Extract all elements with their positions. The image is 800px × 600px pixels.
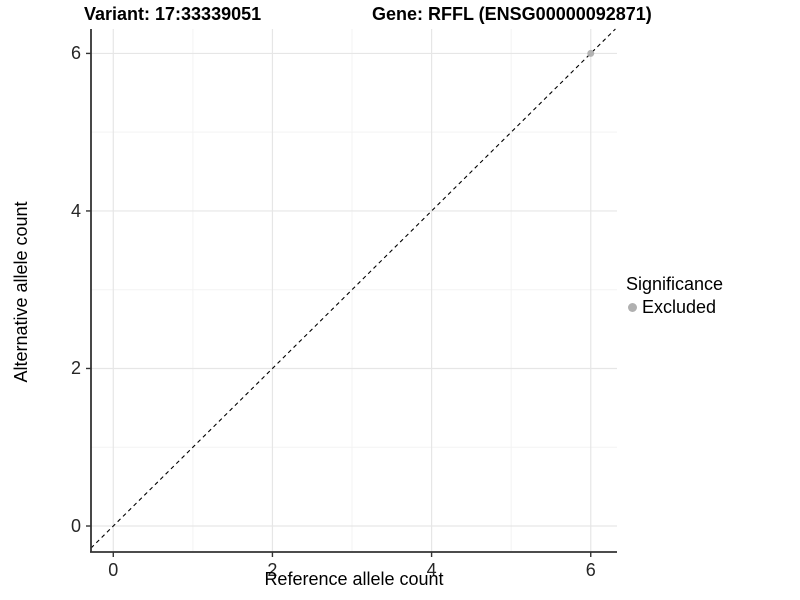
x-axis-title: Reference allele count	[264, 569, 444, 589]
y-tick-label: 0	[70, 516, 81, 536]
legend-item-label: Excluded	[642, 297, 717, 317]
y-tick-label: 6	[70, 43, 81, 64]
legend-title: Significance	[626, 274, 724, 294]
x-tick-label: 0	[108, 560, 119, 580]
y-tick-label: 2	[70, 358, 81, 379]
legend-point-icon	[628, 302, 637, 312]
x-tick-label: 2	[267, 560, 278, 580]
plot-title-variant: Variant: 17:33339051	[84, 4, 262, 24]
identity-line	[90, 28, 616, 549]
plot-title-gene: Gene: RFFL (ENSG00000092871)	[372, 4, 652, 24]
legend-item-excluded: Excluded	[626, 296, 723, 318]
x-tick-label: 4	[426, 560, 437, 580]
y-axis-title: Alternative allele count	[11, 201, 31, 383]
x-tick-label: 6	[585, 560, 596, 580]
y-tick-label: 4	[70, 200, 81, 221]
legend: Significance Excluded	[626, 273, 723, 318]
data-point	[587, 49, 595, 57]
